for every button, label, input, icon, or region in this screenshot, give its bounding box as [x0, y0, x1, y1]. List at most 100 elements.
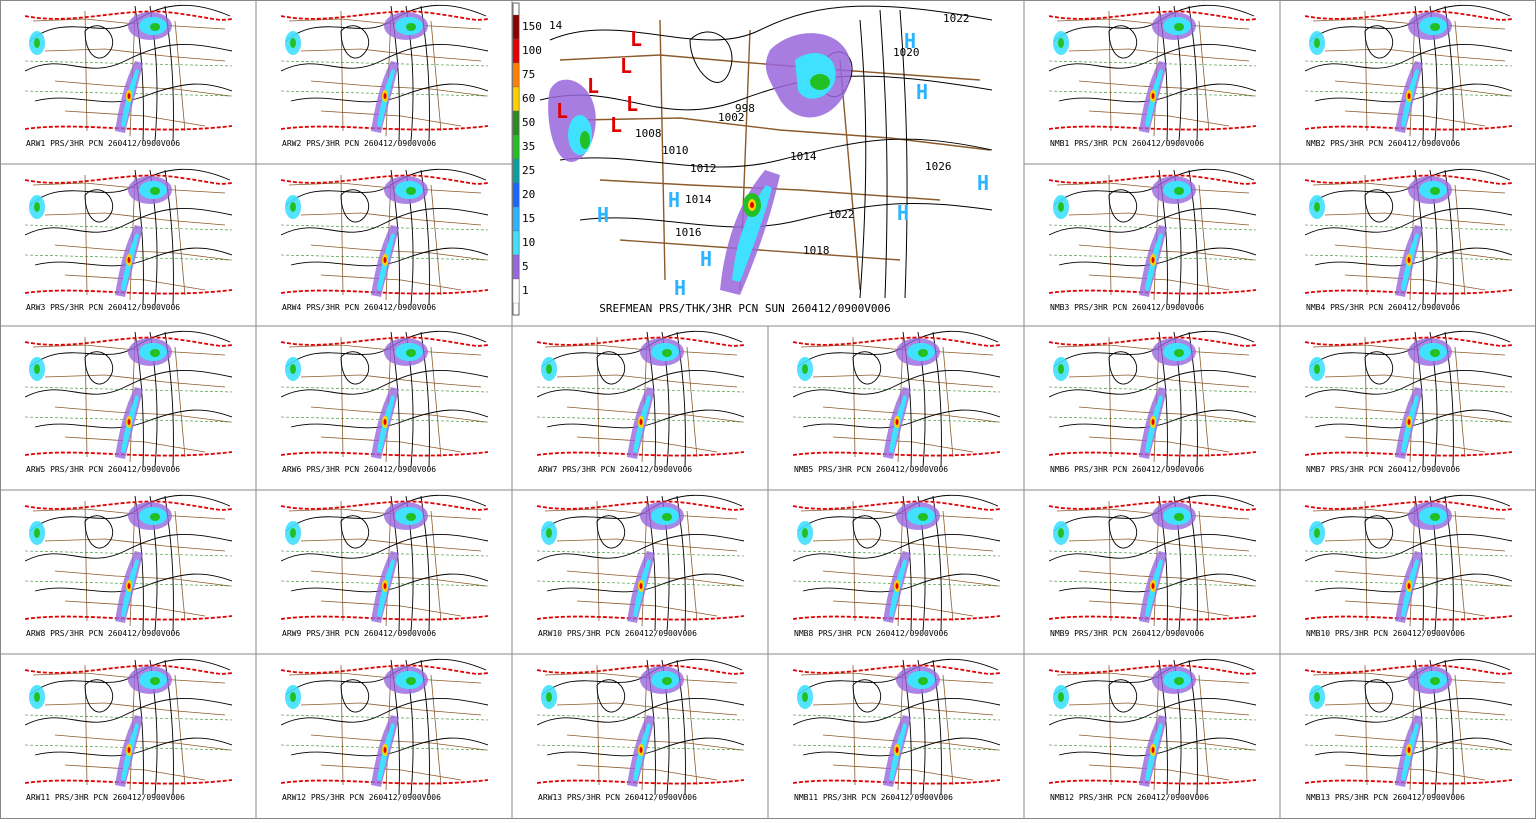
low-marker: L: [587, 74, 599, 98]
colorbar-swatch: [512, 206, 520, 232]
high-marker: H: [904, 29, 916, 53]
colorbar-label: 15: [522, 212, 535, 225]
mini-map: [1305, 658, 1512, 795]
panel-caption: ARW5 PRS/3HR PCN 260412/0900V006: [26, 465, 180, 474]
mini-map: [1305, 4, 1512, 141]
isobar-label: 1012: [690, 162, 717, 175]
colorbar-label: 1: [522, 284, 529, 297]
mini-map: [281, 494, 488, 631]
panel-caption: ARW6 PRS/3HR PCN 260412/0900V006: [282, 465, 436, 474]
isobar-label: 1026: [925, 160, 952, 173]
mini-map: [1049, 494, 1256, 631]
isobar-label: 1008: [635, 127, 662, 140]
mini-map: [537, 330, 744, 467]
colorbar-label: 50: [522, 116, 535, 129]
colorbar-swatch: [512, 230, 520, 256]
main-caption: SREFMEAN PRS/THK/3HR PCN SUN 260412/0900…: [599, 302, 890, 315]
mini-map: [1049, 658, 1256, 795]
isobar-label: 1016: [675, 226, 702, 239]
mini-map: [1049, 4, 1256, 141]
panels: ARW1 PRS/3HR PCN 260412/0900V006 ARW2 PRS…: [25, 2, 1512, 802]
panel-caption: ARW2 PRS/3HR PCN 260412/0900V006: [282, 139, 436, 148]
colorbar-swatch: [512, 134, 520, 160]
mini-map: [793, 494, 1000, 631]
isobar-label: 1018: [803, 244, 830, 257]
mini-map: [281, 658, 488, 795]
isobar-label: 1022: [943, 12, 970, 25]
mini-map: [1305, 330, 1512, 467]
mini-map: [1305, 494, 1512, 631]
colorbar-swatch: [512, 38, 520, 64]
mini-map: [1305, 168, 1512, 305]
panel-caption: ARW7 PRS/3HR PCN 260412/0900V006: [538, 465, 692, 474]
mini-map: [1049, 168, 1256, 305]
mini-map: [25, 4, 232, 141]
panel-caption: NMB2 PRS/3HR PCN 260412/0900V006: [1306, 139, 1460, 148]
panel-caption: NMB11 PRS/3HR PCN 260412/0900V006: [794, 793, 953, 802]
panel-caption: ARW11 PRS/3HR PCN 260412/0900V006: [26, 793, 185, 802]
colorbar-swatch: [512, 86, 520, 112]
isobar-label: 1014: [790, 150, 817, 163]
panel-caption: NMB10 PRS/3HR PCN 260412/0900V006: [1306, 629, 1465, 638]
colorbar-label: 60: [522, 92, 535, 105]
isobar-label: 1002: [718, 111, 745, 124]
mini-map: [537, 494, 744, 631]
mini-map: [281, 168, 488, 305]
low-marker: L: [620, 54, 632, 78]
panel-caption: ARW13 PRS/3HR PCN 260412/0900V006: [538, 793, 697, 802]
colorbar-label: 10: [522, 236, 535, 249]
isobar-label: 1020: [893, 46, 920, 59]
panel-caption: ARW10 PRS/3HR PCN 260412/0900V006: [538, 629, 697, 638]
high-marker: H: [668, 188, 680, 212]
isobar-label: 1022: [828, 208, 855, 221]
panel-caption: NMB6 PRS/3HR PCN 260412/0900V006: [1050, 465, 1204, 474]
mini-map: [25, 330, 232, 467]
high-marker: H: [597, 203, 609, 227]
low-marker: L: [630, 27, 642, 51]
panel-caption: NMB1 PRS/3HR PCN 260412/0900V006: [1050, 139, 1204, 148]
panel-caption: ARW3 PRS/3HR PCN 260412/0900V006: [26, 303, 180, 312]
isobar-label: 14: [549, 19, 563, 32]
panel-caption: NMB12 PRS/3HR PCN 260412/0900V006: [1050, 793, 1209, 802]
colorbar-label: 100: [522, 44, 542, 57]
panel-caption: NMB7 PRS/3HR PCN 260412/0900V006: [1306, 465, 1460, 474]
panel-caption: ARW9 PRS/3HR PCN 260412/0900V006: [282, 629, 436, 638]
colorbar-swatch: [512, 158, 520, 184]
mini-map: [793, 658, 1000, 795]
isobar-label: 1010: [662, 144, 689, 157]
mini-map: [281, 330, 488, 467]
colorbar-label: 25: [522, 164, 535, 177]
colorbar-swatch: [512, 110, 520, 136]
colorbar-label: 75: [522, 68, 535, 81]
mini-map: [25, 168, 232, 305]
high-marker: H: [700, 247, 712, 271]
mini-map: [25, 658, 232, 795]
panel-caption: NMB9 PRS/3HR PCN 260412/0900V006: [1050, 629, 1204, 638]
mini-map: [281, 4, 488, 141]
panel-caption: NMB5 PRS/3HR PCN 260412/0900V006: [794, 465, 948, 474]
low-marker: L: [556, 99, 568, 123]
colorbar-label: 150: [522, 20, 542, 33]
high-marker: H: [674, 276, 686, 300]
mini-map: [25, 494, 232, 631]
panel-caption: NMB13 PRS/3HR PCN 260412/0900V006: [1306, 793, 1465, 802]
panel-caption: ARW4 PRS/3HR PCN 260412/0900V006: [282, 303, 436, 312]
panel-caption: ARW1 PRS/3HR PCN 260412/0900V006: [26, 139, 180, 148]
low-marker: L: [626, 92, 638, 116]
high-marker: H: [916, 80, 928, 104]
colorbar-swatch: [512, 62, 520, 88]
mini-map: [793, 330, 1000, 467]
colorbar-swatch: [512, 182, 520, 208]
panel-caption: ARW8 PRS/3HR PCN 260412/0900V006: [26, 629, 180, 638]
isobar-label: 998: [735, 102, 755, 115]
colorbar-swatch: [512, 254, 520, 280]
isobar-label: 1014: [685, 193, 712, 206]
high-marker: H: [897, 201, 909, 225]
low-marker: L: [610, 113, 622, 137]
panel-caption: NMB8 PRS/3HR PCN 260412/0900V006: [794, 629, 948, 638]
panel-caption: NMB3 PRS/3HR PCN 260412/0900V006: [1050, 303, 1204, 312]
colorbar-swatch: [512, 14, 520, 40]
colorbar-label: 35: [522, 140, 535, 153]
